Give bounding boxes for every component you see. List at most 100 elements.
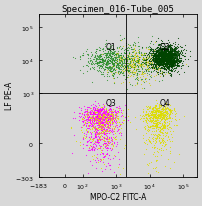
Point bbox=[104, 128, 107, 131]
Point bbox=[147, 54, 150, 57]
Point bbox=[161, 58, 164, 61]
Point bbox=[107, 60, 111, 63]
Point bbox=[162, 121, 166, 124]
Point bbox=[92, 115, 95, 118]
Point bbox=[171, 60, 174, 63]
Point bbox=[107, 120, 110, 124]
Point bbox=[117, 63, 120, 66]
Point bbox=[97, 120, 101, 123]
Point bbox=[158, 57, 162, 60]
Point bbox=[104, 130, 107, 133]
Point bbox=[147, 140, 150, 143]
Point bbox=[158, 59, 162, 62]
Point bbox=[165, 60, 168, 63]
Point bbox=[112, 59, 115, 62]
Point bbox=[164, 55, 167, 59]
Point bbox=[118, 46, 121, 49]
Point bbox=[163, 55, 167, 58]
Point bbox=[177, 62, 180, 66]
Point bbox=[105, 116, 108, 120]
Point bbox=[170, 66, 173, 70]
Point bbox=[168, 116, 171, 119]
Point bbox=[169, 53, 173, 56]
Point bbox=[157, 50, 160, 54]
Point bbox=[169, 54, 172, 57]
Point bbox=[150, 110, 154, 113]
Point bbox=[73, 57, 77, 61]
Point bbox=[138, 114, 141, 117]
Point bbox=[177, 70, 180, 73]
Point bbox=[110, 70, 113, 73]
Point bbox=[96, 128, 99, 131]
Point bbox=[92, 119, 96, 122]
Point bbox=[154, 58, 157, 61]
Point bbox=[171, 53, 175, 56]
Point bbox=[178, 56, 181, 60]
Point bbox=[95, 136, 98, 139]
Point bbox=[106, 47, 110, 50]
Point bbox=[154, 56, 157, 60]
Point bbox=[164, 164, 167, 167]
Point bbox=[149, 67, 152, 70]
Point bbox=[101, 125, 104, 128]
Point bbox=[168, 45, 171, 49]
Point bbox=[88, 116, 91, 119]
Point bbox=[106, 135, 109, 138]
Point bbox=[166, 51, 169, 54]
Point bbox=[132, 66, 135, 69]
Point bbox=[164, 50, 167, 54]
Point bbox=[153, 58, 156, 62]
Point bbox=[175, 62, 179, 65]
Point bbox=[159, 116, 162, 119]
Point bbox=[165, 52, 168, 55]
Point bbox=[117, 55, 120, 59]
Point bbox=[115, 115, 118, 118]
Point bbox=[127, 52, 130, 55]
Point bbox=[168, 48, 171, 52]
Point bbox=[100, 138, 103, 141]
Point bbox=[152, 112, 156, 116]
Point bbox=[158, 129, 161, 132]
Point bbox=[125, 66, 129, 69]
Point bbox=[159, 70, 162, 73]
Point bbox=[164, 60, 167, 63]
Point bbox=[161, 58, 164, 61]
Point bbox=[166, 58, 169, 61]
Point bbox=[173, 70, 176, 74]
Point bbox=[95, 144, 98, 147]
Point bbox=[69, 126, 72, 130]
Point bbox=[173, 57, 177, 61]
Point bbox=[108, 122, 112, 125]
Point bbox=[161, 59, 164, 62]
Point bbox=[103, 121, 107, 124]
Point bbox=[162, 61, 165, 64]
Point bbox=[155, 154, 158, 158]
Point bbox=[164, 105, 167, 109]
Point bbox=[111, 119, 114, 122]
Point bbox=[87, 118, 90, 122]
Point bbox=[170, 67, 173, 70]
Point bbox=[94, 134, 98, 138]
Point bbox=[134, 60, 137, 63]
Point bbox=[153, 116, 156, 119]
Point bbox=[107, 56, 110, 59]
Point bbox=[95, 127, 98, 131]
Point bbox=[162, 52, 165, 56]
Point bbox=[175, 55, 178, 58]
Point bbox=[103, 68, 106, 71]
Point bbox=[158, 65, 161, 68]
Point bbox=[158, 50, 162, 53]
Point bbox=[100, 117, 104, 120]
Point bbox=[128, 60, 132, 63]
Point bbox=[170, 56, 174, 59]
Point bbox=[140, 62, 143, 66]
Point bbox=[99, 115, 102, 118]
Point bbox=[81, 123, 84, 127]
Point bbox=[118, 59, 122, 62]
Point bbox=[95, 116, 98, 119]
Point bbox=[160, 54, 163, 57]
Point bbox=[174, 112, 178, 115]
Point bbox=[170, 49, 174, 52]
Point bbox=[164, 107, 167, 110]
Point bbox=[148, 107, 151, 111]
